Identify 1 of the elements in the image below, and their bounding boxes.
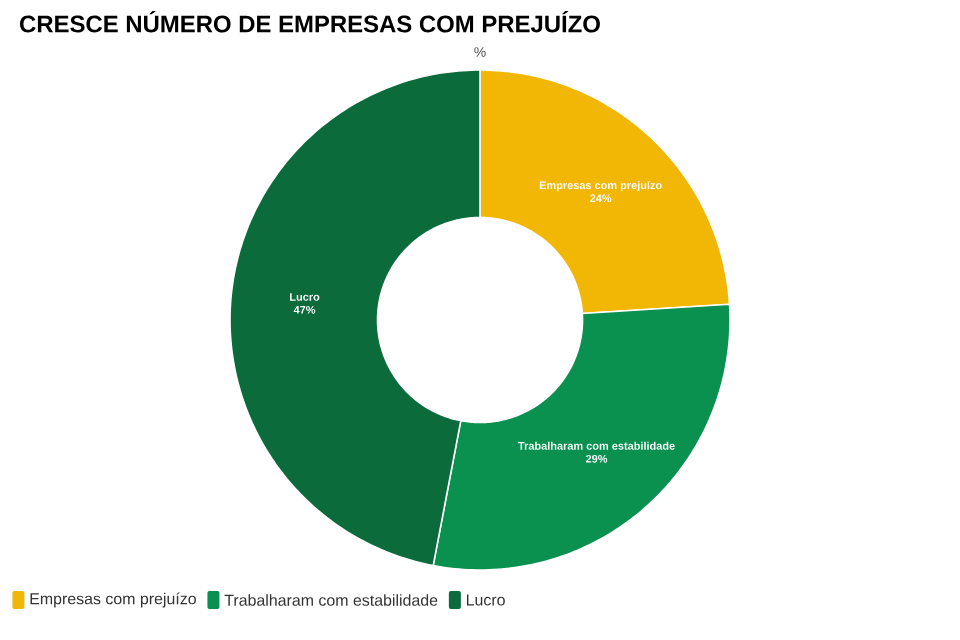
chart-title: CRESCE NÚMERO DE EMPRESAS COM PREJUÍZO [20, 11, 600, 33]
